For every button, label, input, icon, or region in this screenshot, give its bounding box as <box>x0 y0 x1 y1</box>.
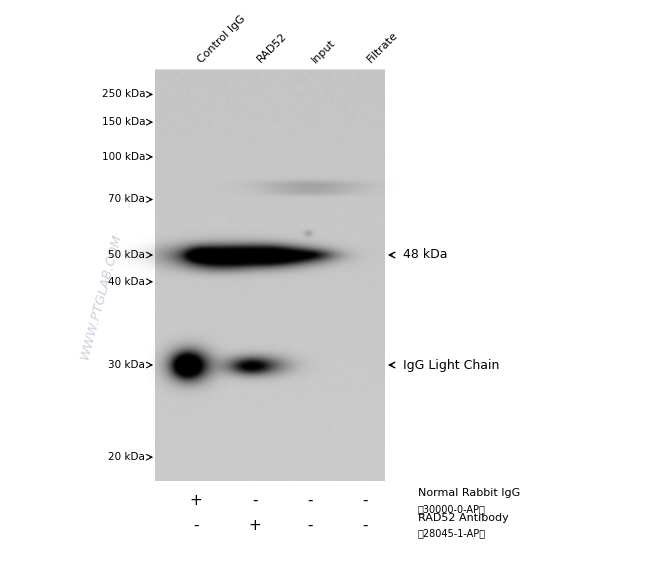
Text: 250 kDa: 250 kDa <box>101 89 145 99</box>
Text: 30 kDa: 30 kDa <box>108 360 145 370</box>
Text: -: - <box>362 493 368 508</box>
Text: （30000-0-AP）: （30000-0-AP） <box>418 504 486 514</box>
Text: 40 kDa: 40 kDa <box>108 276 145 287</box>
Text: -: - <box>362 518 368 533</box>
Text: Filtrate: Filtrate <box>365 30 400 65</box>
Text: -: - <box>252 493 258 508</box>
Text: 20 kDa: 20 kDa <box>108 452 145 462</box>
Text: +: + <box>248 518 261 533</box>
Text: WWW.PTGLAB.COM: WWW.PTGLAB.COM <box>78 232 124 360</box>
Text: 150 kDa: 150 kDa <box>101 117 145 127</box>
Text: 70 kDa: 70 kDa <box>108 194 145 204</box>
Text: 50 kDa: 50 kDa <box>108 250 145 260</box>
Text: -: - <box>307 518 313 533</box>
Text: -: - <box>307 493 313 508</box>
Text: RAD52: RAD52 <box>255 31 289 65</box>
Text: 48 kDa: 48 kDa <box>403 248 447 261</box>
Text: Input: Input <box>310 37 337 65</box>
Text: （28045-1-AP）: （28045-1-AP） <box>418 528 486 538</box>
Text: Normal Rabbit IgG: Normal Rabbit IgG <box>418 488 520 498</box>
Text: 100 kDa: 100 kDa <box>101 152 145 162</box>
Text: Control IgG: Control IgG <box>196 14 248 65</box>
Text: IgG Light Chain: IgG Light Chain <box>403 359 499 372</box>
Text: +: + <box>190 493 202 508</box>
Text: -: - <box>193 518 199 533</box>
Text: RAD52 Antibody: RAD52 Antibody <box>418 512 509 522</box>
